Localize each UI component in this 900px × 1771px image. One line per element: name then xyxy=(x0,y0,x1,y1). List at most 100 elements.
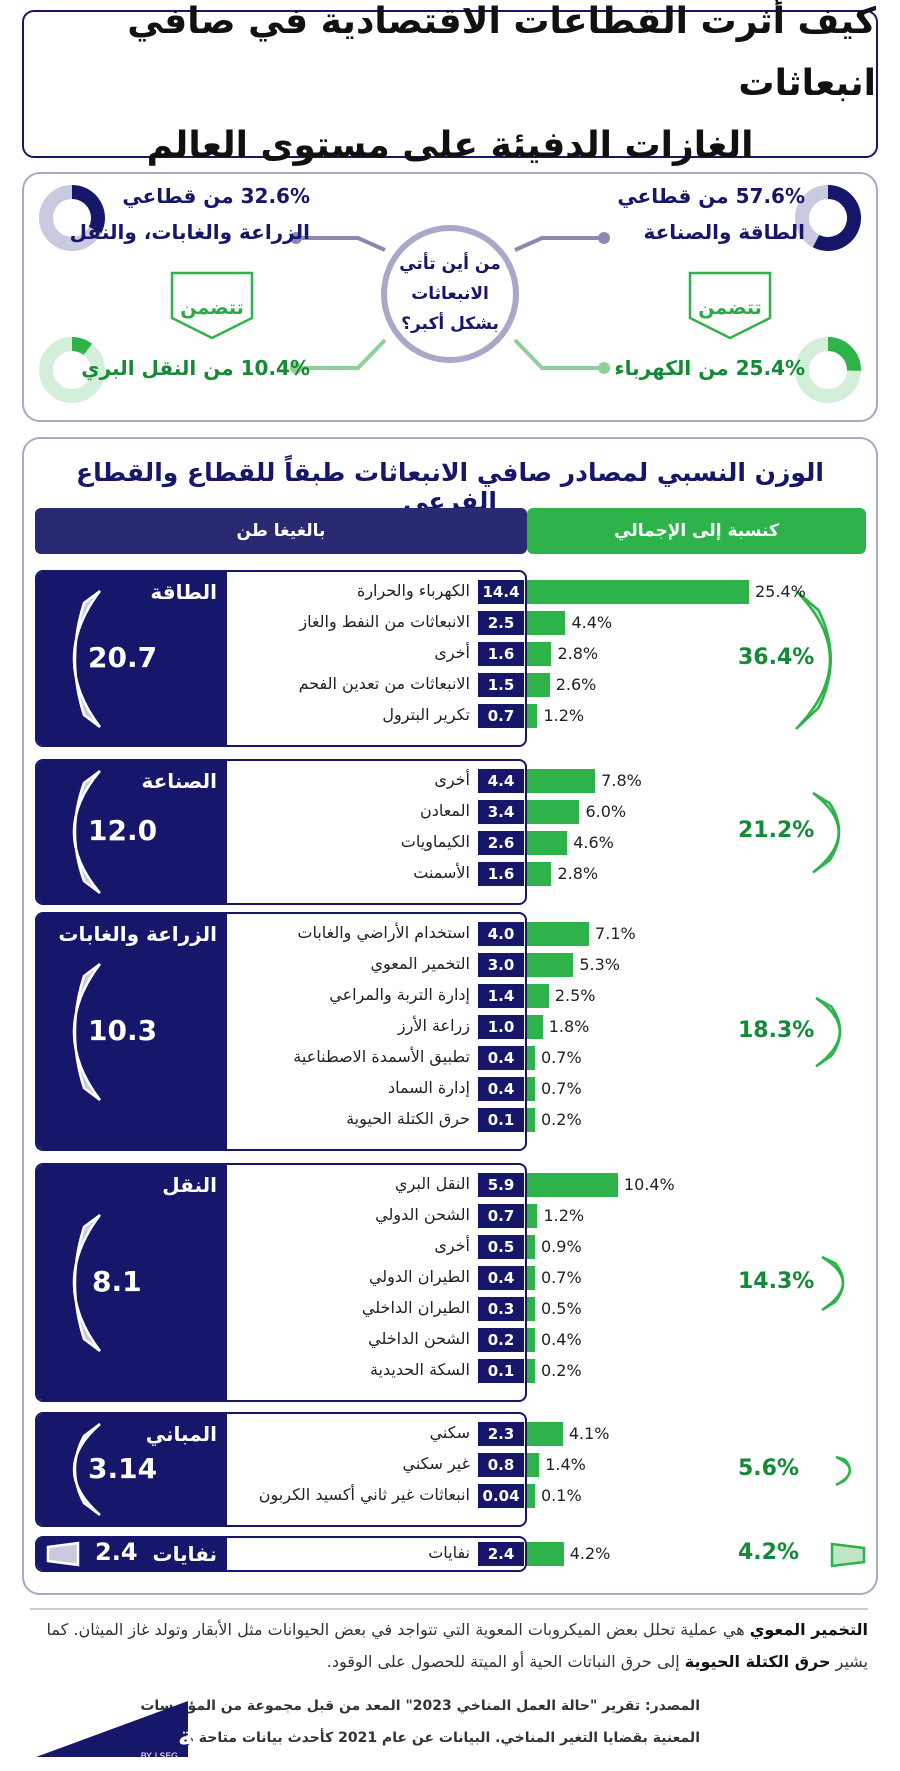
sector-box xyxy=(35,759,527,905)
sector-share-pct: 36.4% xyxy=(738,644,815,670)
donut-energy-value-arc xyxy=(812,185,861,251)
subsector-value: 1.4 xyxy=(478,984,524,1008)
sector-gauge-arc xyxy=(72,1423,101,1516)
sector-panel xyxy=(37,572,227,745)
subsector-bar xyxy=(527,1015,543,1039)
center-line-2: الانبعاثات xyxy=(411,284,489,304)
sector-panel xyxy=(37,914,227,1149)
subsector-value: 0.1 xyxy=(478,1108,524,1132)
footnote: التخمير المعوي هي عملية تحلل بعض الميكرو… xyxy=(30,1608,868,1678)
subsector-pct: 1.8% xyxy=(548,1017,590,1036)
subsector-label: الكيماويات xyxy=(400,832,470,851)
subsector-bar xyxy=(527,1422,563,1446)
logo-sub: BY LSEG xyxy=(141,1752,178,1762)
subsector-label: تكرير البترول xyxy=(382,705,470,724)
subsector-bar xyxy=(527,1046,535,1070)
subsector-pct: 4.6% xyxy=(573,833,614,852)
subsector-value: 0.3 xyxy=(478,1297,524,1321)
subsector-bar xyxy=(527,1542,564,1566)
summary-box xyxy=(22,172,878,422)
subsector-label: الأسمنت xyxy=(413,863,470,882)
stat-electricity: 25.4% من الكهرباء xyxy=(614,356,805,380)
subsector-pct: 7.8% xyxy=(601,771,642,790)
subsector-pct: 0.7% xyxy=(541,1268,582,1287)
subsector-value: 1.6 xyxy=(478,642,524,666)
subsector-label: الانبعاثات من تعدين الفحم xyxy=(298,674,470,693)
subsector-pct: 2.8% xyxy=(557,644,599,663)
subsector-label: أخرى xyxy=(434,643,470,662)
sector-share-shape xyxy=(815,997,842,1068)
subsector-value: 2.3 xyxy=(478,1422,524,1446)
subsector-pct: 1.4% xyxy=(545,1455,586,1474)
subsector-label: الشحن الدولي xyxy=(375,1205,470,1224)
subsector-label: النقل البري xyxy=(395,1174,470,1193)
sector-gauge-shape xyxy=(72,589,101,728)
sector-name: المباني xyxy=(145,1422,217,1446)
sector-share-pct: 5.6% xyxy=(738,1455,800,1481)
subsector-value: 1.5 xyxy=(478,673,524,697)
sector-share-shape xyxy=(811,792,840,874)
subsector-bar xyxy=(527,611,566,635)
subsector-label: سكني xyxy=(429,1423,470,1442)
subsector-label: الطيران الداخلي xyxy=(361,1298,470,1317)
subsector-pct: 2.8% xyxy=(557,864,599,883)
subsector-pct: 0.2% xyxy=(541,1110,582,1129)
sector-total: 12.0 xyxy=(88,814,158,847)
donut-energy xyxy=(795,185,861,251)
subsector-bar xyxy=(527,1266,535,1290)
subsector-pct: 4.4% xyxy=(571,613,613,632)
note-text-1: هي عملية تحلل بعض الميكروبات المعوية الت… xyxy=(46,1620,868,1671)
chart-box xyxy=(22,437,878,1595)
subsector-pct: 6.0% xyxy=(585,802,627,821)
subsector-bar xyxy=(527,704,538,728)
subsector-pct: 2.5% xyxy=(554,986,596,1005)
subsector-value: 4.0 xyxy=(478,922,524,946)
donut-electricity xyxy=(795,337,861,403)
subsector-bar xyxy=(527,984,549,1008)
title-box: كيف أثرت القطاعات الاقتصادية في صافي انب… xyxy=(22,1,878,166)
subsector-value: 5.9 xyxy=(478,1173,524,1197)
subsector-value: 1.6 xyxy=(478,862,524,886)
subsector-bar xyxy=(527,580,749,604)
summary-connectors xyxy=(39,185,861,403)
subsector-bar xyxy=(527,673,550,697)
subsector-value: 0.7 xyxy=(478,1204,524,1228)
subsector-bar xyxy=(527,769,596,793)
subsector-value: 0.4 xyxy=(478,1077,524,1101)
subsector-label: حرق الكتلة الحيوية xyxy=(346,1109,470,1128)
subsector-value: 0.4 xyxy=(478,1266,524,1290)
includes-badge-right: تتضمن xyxy=(682,279,778,345)
sector-gauge-arc xyxy=(46,1541,80,1567)
sector-box xyxy=(35,570,527,747)
sector-box xyxy=(35,912,527,1151)
sector-share-pct: 4.2% xyxy=(738,1540,800,1565)
sector-share-pct: 21.2% xyxy=(738,818,815,843)
logo-graphic: زاوية BY LSEG xyxy=(36,1701,244,1762)
sector-total: 8.1 xyxy=(92,1264,142,1298)
logo-text: زاوية xyxy=(178,1722,193,1752)
subsector-value: 0.1 xyxy=(478,1359,524,1383)
stat-energy-line-1: 57.6% من قطاعي xyxy=(617,184,805,208)
subsector-bar xyxy=(527,1328,535,1352)
stat-agri-transport: 32.6% من قطاعي الزراعة والغابات، والنقل xyxy=(70,178,310,250)
header-gigaton: بالغيغا طن xyxy=(35,508,527,554)
sector-name: نفايات xyxy=(152,1542,217,1566)
subsector-label: الانبعاثات من النفط والغاز xyxy=(299,612,470,631)
center-question-circle: من أين تأتي الانبعاثات بشكل أكبر؟ xyxy=(381,225,519,363)
sector-total: 10.3 xyxy=(88,1013,158,1047)
subsector-label: إدارة التربة والمراعي xyxy=(329,985,470,1004)
subsector-bar xyxy=(527,1077,535,1101)
sector-total: 3.14 xyxy=(88,1451,158,1485)
center-line-3: بشكل أكبر؟ xyxy=(401,314,499,334)
subsector-pct: 0.4% xyxy=(541,1330,582,1349)
subsector-value: 14.4 xyxy=(478,580,524,604)
subsector-value: 3.0 xyxy=(478,953,524,977)
subsector-label: الكهرباء والحرارة xyxy=(356,581,470,600)
sector-share-pct: 18.3% xyxy=(738,1017,815,1043)
subsector-label: زراعة الأرز xyxy=(397,1016,470,1035)
subsector-bar xyxy=(527,642,552,666)
subsector-bar xyxy=(527,1204,538,1228)
subsector-label: أخرى xyxy=(434,770,470,789)
sector-gauge-arc xyxy=(72,1213,101,1352)
sector-box xyxy=(35,1163,527,1402)
